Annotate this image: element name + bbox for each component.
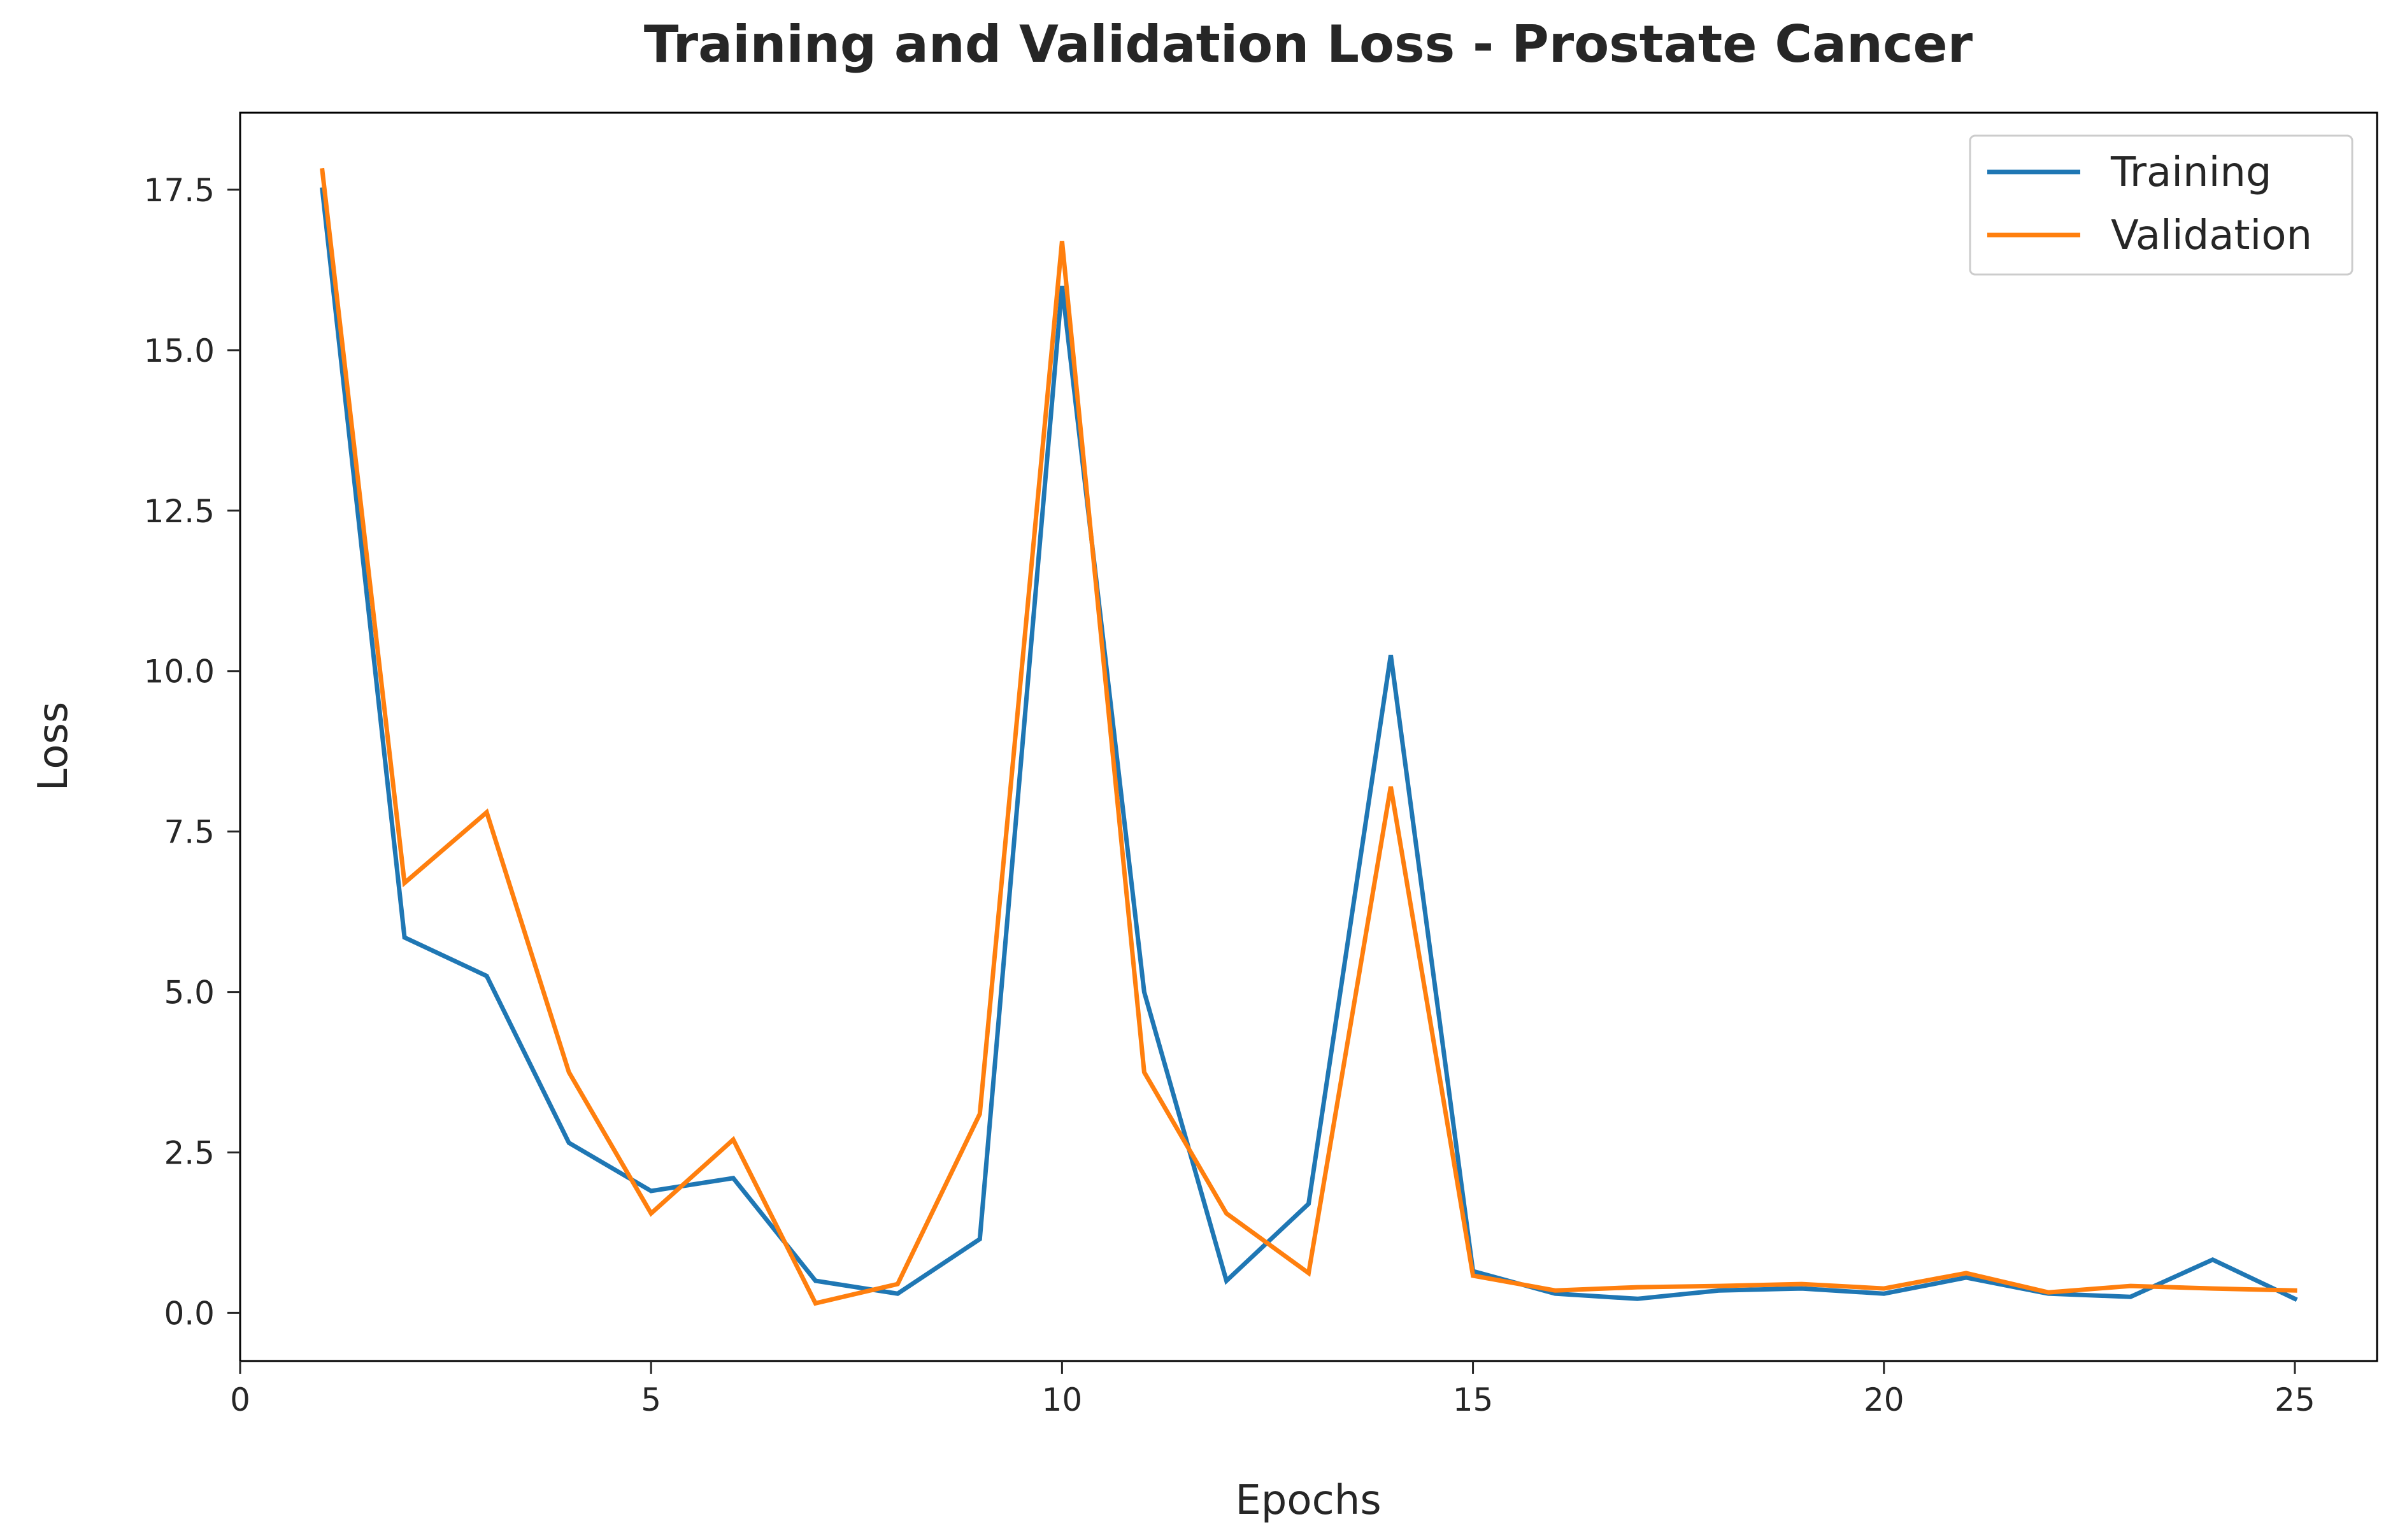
y-tick-label: 7.5 — [164, 814, 215, 851]
x-tick-label: 20 — [1864, 1381, 1904, 1418]
y-tick-label: 5.0 — [164, 974, 215, 1011]
legend-label-training: Training — [2110, 149, 2272, 196]
x-tick-label: 15 — [1453, 1381, 1494, 1418]
legend: Training Validation — [1969, 134, 2353, 276]
x-tick-label: 10 — [1042, 1381, 1083, 1418]
axes: 0 5 10 15 20 25 0.0 2.5 5.0 7.5 10.0 12.5 15.0 17.5 — [144, 111, 2378, 1418]
y-tick-label: 0.0 — [164, 1295, 215, 1332]
x-tick-label: 0 — [230, 1381, 250, 1418]
y-tick-label: 12.5 — [144, 493, 215, 530]
x-tick-label: 5 — [641, 1381, 661, 1418]
chart-title: Training and Validation Loss - Prostate … — [644, 15, 1973, 74]
y-tick-label: 2.5 — [164, 1134, 215, 1171]
x-tick-label: 25 — [2275, 1381, 2315, 1418]
plot-area — [320, 168, 2298, 1306]
y-tick-label: 17.5 — [144, 172, 215, 209]
plot-frame — [239, 111, 2378, 1362]
y-axis-label: Loss — [30, 702, 77, 791]
legend-label-validation: Validation — [2111, 212, 2312, 259]
series-line-validation — [320, 168, 2297, 1306]
x-axis-label: Epochs — [1235, 1477, 1381, 1524]
y-tick-label: 10.0 — [144, 653, 215, 690]
series-line-training — [320, 187, 2298, 1302]
y-tick-label: 15.0 — [144, 332, 215, 369]
